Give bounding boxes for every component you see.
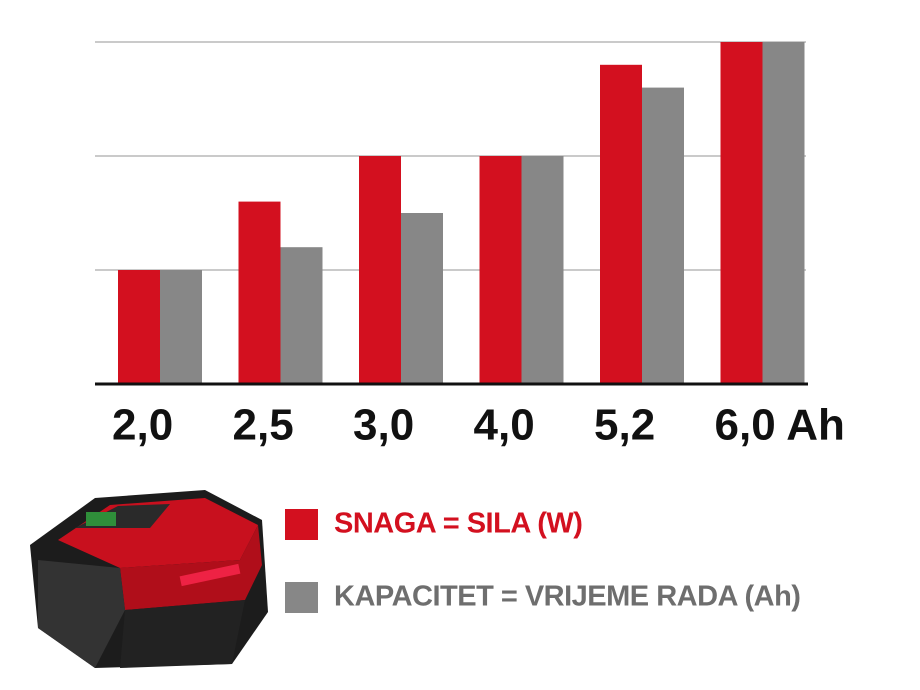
bar <box>642 87 684 384</box>
x-tick-label: 6,0 Ah <box>715 401 845 450</box>
bar <box>479 156 522 384</box>
bar <box>521 156 564 384</box>
x-tick-label: 3,0 <box>353 401 414 450</box>
x-tick-label: 2,0 <box>112 401 173 450</box>
x-tick-label: 4,0 <box>474 401 535 450</box>
bar <box>118 270 160 384</box>
bar <box>160 270 202 384</box>
legend-label: SNAGA = SILA (W) <box>334 508 582 540</box>
x-tick-label: 5,2 <box>594 401 655 450</box>
bar <box>720 42 763 384</box>
x-tick-label: 2,5 <box>233 401 294 450</box>
bar <box>238 201 281 384</box>
legend-swatch <box>285 582 318 613</box>
bar <box>401 213 443 384</box>
bar <box>359 156 401 384</box>
battery-illustration <box>30 490 268 668</box>
bar <box>280 247 323 384</box>
bar <box>600 64 642 385</box>
bar <box>762 42 805 384</box>
legend-label: KAPACITET = VRIJEME RADA (Ah) <box>334 581 800 613</box>
legend-swatch <box>285 509 318 540</box>
